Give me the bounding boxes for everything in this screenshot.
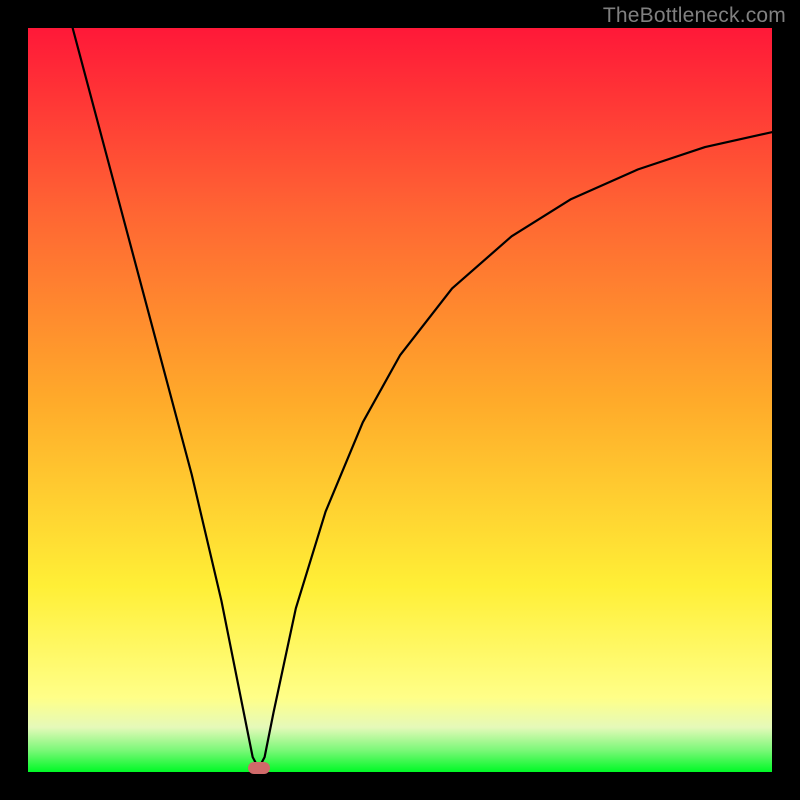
bottleneck-curve [28, 28, 772, 772]
watermark-text: TheBottleneck.com [603, 4, 786, 28]
plot-area [28, 28, 772, 772]
minimum-marker [248, 762, 270, 774]
